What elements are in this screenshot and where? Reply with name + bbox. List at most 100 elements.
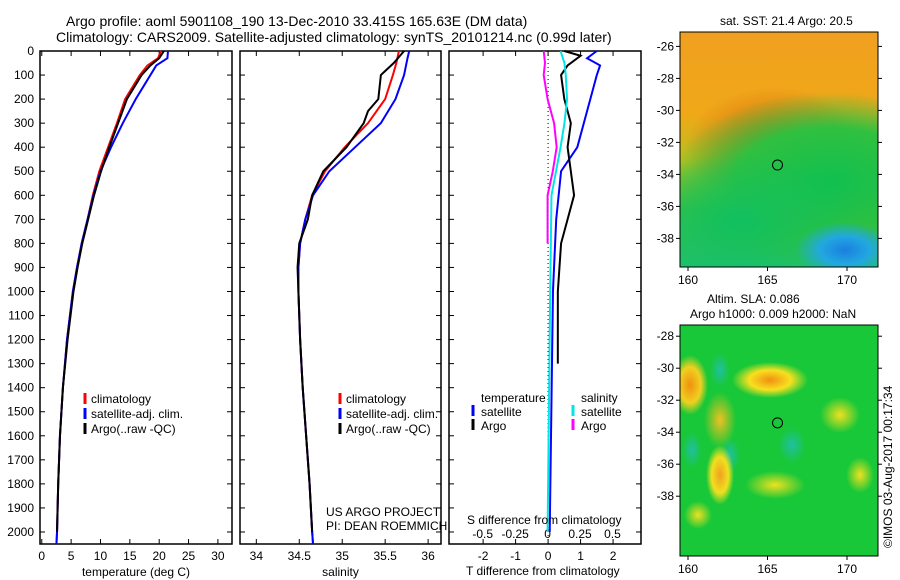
legend-label: satellite-adj. clim. xyxy=(346,407,438,421)
lat-tick-label: -26 xyxy=(657,39,675,53)
y-tick-label: 1500 xyxy=(7,405,34,419)
s-tick-label: -0.25 xyxy=(501,527,529,541)
lat-tick-label: -34 xyxy=(657,167,675,181)
title-line-1: Argo profile: aoml 5901108_190 13-Dec-20… xyxy=(66,13,528,29)
lat-tick-label: -36 xyxy=(657,457,675,471)
y-tick-label: 100 xyxy=(14,68,34,82)
sal-legend-satellite: satellite xyxy=(581,405,622,419)
x-tick-label: 25 xyxy=(182,549,196,563)
y-tick-label: 1100 xyxy=(8,309,34,323)
x-tick-label: 2 xyxy=(610,549,617,563)
y-tick-label: 2000 xyxy=(7,525,34,539)
y-tick-label: 700 xyxy=(14,212,34,226)
x-tick-label: 0 xyxy=(545,549,552,563)
y-tick-label: 200 xyxy=(14,92,34,106)
lon-tick-label: 165 xyxy=(757,273,777,287)
x-tick-label: 15 xyxy=(123,549,137,563)
y-tick-label: 400 xyxy=(14,140,34,154)
x-tick-label: 35 xyxy=(336,549,350,563)
lon-tick-label: 170 xyxy=(837,273,857,287)
lon-tick-label: 160 xyxy=(678,562,698,576)
x-tick-label: 10 xyxy=(94,549,108,563)
y-tick-label: 0 xyxy=(27,44,34,58)
salinity-frame xyxy=(239,50,442,545)
x-tick-label: 34 xyxy=(250,549,264,563)
y-tick-label: 1800 xyxy=(7,477,34,491)
s-tick-label: 0.5 xyxy=(604,527,621,541)
legend-label: climatology xyxy=(346,392,406,406)
lat-tick-label: -34 xyxy=(657,425,675,439)
lat-tick-label: -32 xyxy=(657,393,675,407)
x-tick-label: 5 xyxy=(68,549,75,563)
sal-legend-argo: Argo xyxy=(581,419,607,433)
sal-legend-title: salinity xyxy=(581,391,618,405)
sla-map-title-2: Argo h1000: 0.009 h2000: NaN xyxy=(690,307,857,321)
lat-tick-label: -36 xyxy=(657,199,675,213)
sla-map-title-1: Altim. SLA: 0.086 xyxy=(707,292,800,306)
copyright: ©IMOS 03-Aug-2017 00:17:34 xyxy=(881,385,895,548)
s-tick-label: 0 xyxy=(544,527,551,541)
x-tick-label: 20 xyxy=(153,549,167,563)
lat-tick-label: -38 xyxy=(657,489,675,503)
s-tick-label: 0.25 xyxy=(568,527,592,541)
lon-tick-label: 165 xyxy=(757,562,777,576)
x-tick-label: 36 xyxy=(421,549,435,563)
lat-tick-label: -30 xyxy=(657,361,675,375)
x-tick-label: -2 xyxy=(478,549,489,563)
lon-tick-label: 160 xyxy=(678,273,698,287)
legend-label: satellite-adj. clim. xyxy=(91,407,183,421)
lon-tick-label: 170 xyxy=(837,562,857,576)
y-tick-label: 1600 xyxy=(7,429,34,443)
temperature-xlabel: temperature (deg C) xyxy=(82,565,190,579)
x-tick-label: 35.5 xyxy=(373,549,397,563)
y-tick-label: 1300 xyxy=(7,357,34,371)
x-tick-label: 30 xyxy=(211,549,225,563)
lat-tick-label: -28 xyxy=(657,329,675,343)
sla-map xyxy=(680,325,878,556)
s-diff-label: S difference from climatology xyxy=(467,513,622,527)
y-tick-label: 1400 xyxy=(7,381,34,395)
temp-legend-title: temperature xyxy=(481,391,546,405)
y-tick-label: 300 xyxy=(14,116,34,130)
t-diff-label: T difference from climatology xyxy=(466,564,620,578)
temp-legend-satellite: satellite xyxy=(481,405,522,419)
y-tick-label: 1700 xyxy=(7,453,34,467)
lat-tick-label: -38 xyxy=(657,231,675,245)
lat-tick-label: -30 xyxy=(657,103,675,117)
salinity-xlabel: salinity xyxy=(322,565,359,579)
salinity-series-climatology xyxy=(297,50,400,545)
difference-series-t-argo xyxy=(556,50,583,364)
legend-label: climatology xyxy=(91,392,151,406)
salinity-annotation-1: US ARGO PROJECT xyxy=(326,505,441,519)
salinity-series-argo-raw-qc- xyxy=(296,50,405,533)
temperature-series-satellite-adj-clim- xyxy=(55,50,169,545)
y-tick-label: 1000 xyxy=(7,284,34,298)
difference-frame xyxy=(448,50,642,545)
lat-tick-label: -28 xyxy=(657,71,675,85)
y-tick-label: 600 xyxy=(14,188,34,202)
legend-label: Argo(..raw -QC) xyxy=(91,422,176,436)
x-tick-label: -1 xyxy=(510,549,521,563)
sst-map xyxy=(680,32,878,267)
salinity-series-satellite-adj-clim- xyxy=(297,50,411,545)
temperature-frame xyxy=(39,50,233,545)
difference-series-s-argo xyxy=(542,50,558,244)
y-tick-label: 900 xyxy=(14,260,34,274)
x-tick-label: 0 xyxy=(38,549,45,563)
y-tick-label: 1200 xyxy=(7,333,34,347)
x-tick-label: 34.5 xyxy=(288,549,312,563)
temp-legend-argo: Argo xyxy=(481,419,507,433)
x-tick-label: 1 xyxy=(577,549,584,563)
temperature-series-argo-raw-qc- xyxy=(56,50,165,532)
salinity-annotation-2: PI: DEAN ROEMMICH xyxy=(326,519,448,533)
difference-series-s-satellite xyxy=(546,50,569,532)
title-line-2: Climatology: CARS2009. Satellite-adjuste… xyxy=(56,29,612,45)
y-tick-label: 800 xyxy=(14,236,34,250)
s-tick-label: -0.5 xyxy=(472,527,493,541)
sst-map-title: sat. SST: 21.4 Argo: 20.5 xyxy=(720,14,853,28)
legend-label: Argo(..raw -QC) xyxy=(346,422,431,436)
difference-series-t-satellite xyxy=(548,50,602,532)
y-tick-label: 1900 xyxy=(7,501,34,515)
temperature-series-climatology xyxy=(55,50,162,545)
lat-tick-label: -32 xyxy=(657,135,675,149)
